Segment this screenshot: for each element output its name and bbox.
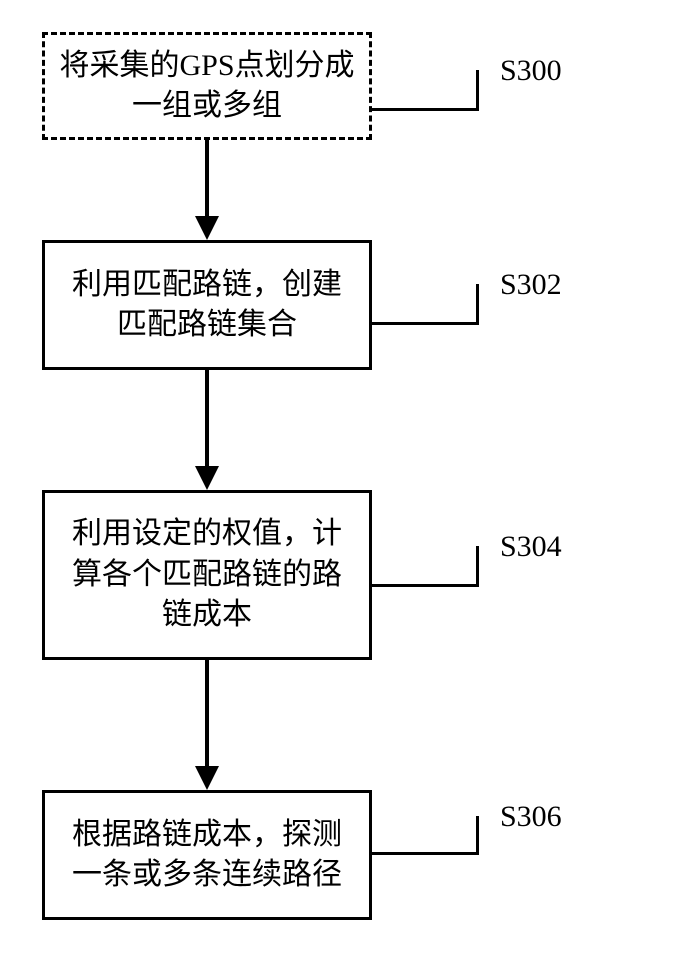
leader-s304-v	[476, 546, 479, 584]
label-s306: S306	[500, 800, 562, 834]
node-s304: 利用设定的权值，计算各个匹配路链的路链成本	[42, 490, 372, 660]
node-s300: 将采集的GPS点划分成一组或多组	[42, 32, 372, 140]
leader-s300-v	[476, 70, 479, 108]
node-s306-text: 根据路链成本，探测一条或多条连续路径	[72, 815, 342, 896]
node-s302: 利用匹配路链，创建匹配路链集合	[42, 240, 372, 370]
node-s302-text: 利用匹配路链，创建匹配路链集合	[72, 265, 342, 346]
arrow-s302-s304-head	[195, 466, 219, 490]
flowchart-canvas: 将采集的GPS点划分成一组或多组 S300 利用匹配路链，创建匹配路链集合 S3…	[0, 0, 681, 980]
leader-s302-h	[372, 322, 479, 325]
arrow-s304-s306-shaft	[205, 660, 209, 768]
arrow-s304-s306-head	[195, 766, 219, 790]
arrow-s300-s302-head	[195, 216, 219, 240]
node-s306: 根据路链成本，探测一条或多条连续路径	[42, 790, 372, 920]
label-s302: S302	[500, 268, 562, 302]
leader-s304-h	[372, 584, 479, 587]
node-s304-text: 利用设定的权值，计算各个匹配路链的路链成本	[72, 514, 342, 636]
leader-s300-h	[372, 108, 479, 111]
leader-s302-v	[476, 284, 479, 322]
label-s304: S304	[500, 530, 562, 564]
leader-s306-v	[476, 816, 479, 852]
label-s300: S300	[500, 54, 562, 88]
leader-s306-h	[372, 852, 479, 855]
node-s300-text: 将采集的GPS点划分成一组或多组	[59, 46, 354, 127]
arrow-s302-s304-shaft	[205, 370, 209, 468]
arrow-s300-s302-shaft	[205, 140, 209, 218]
